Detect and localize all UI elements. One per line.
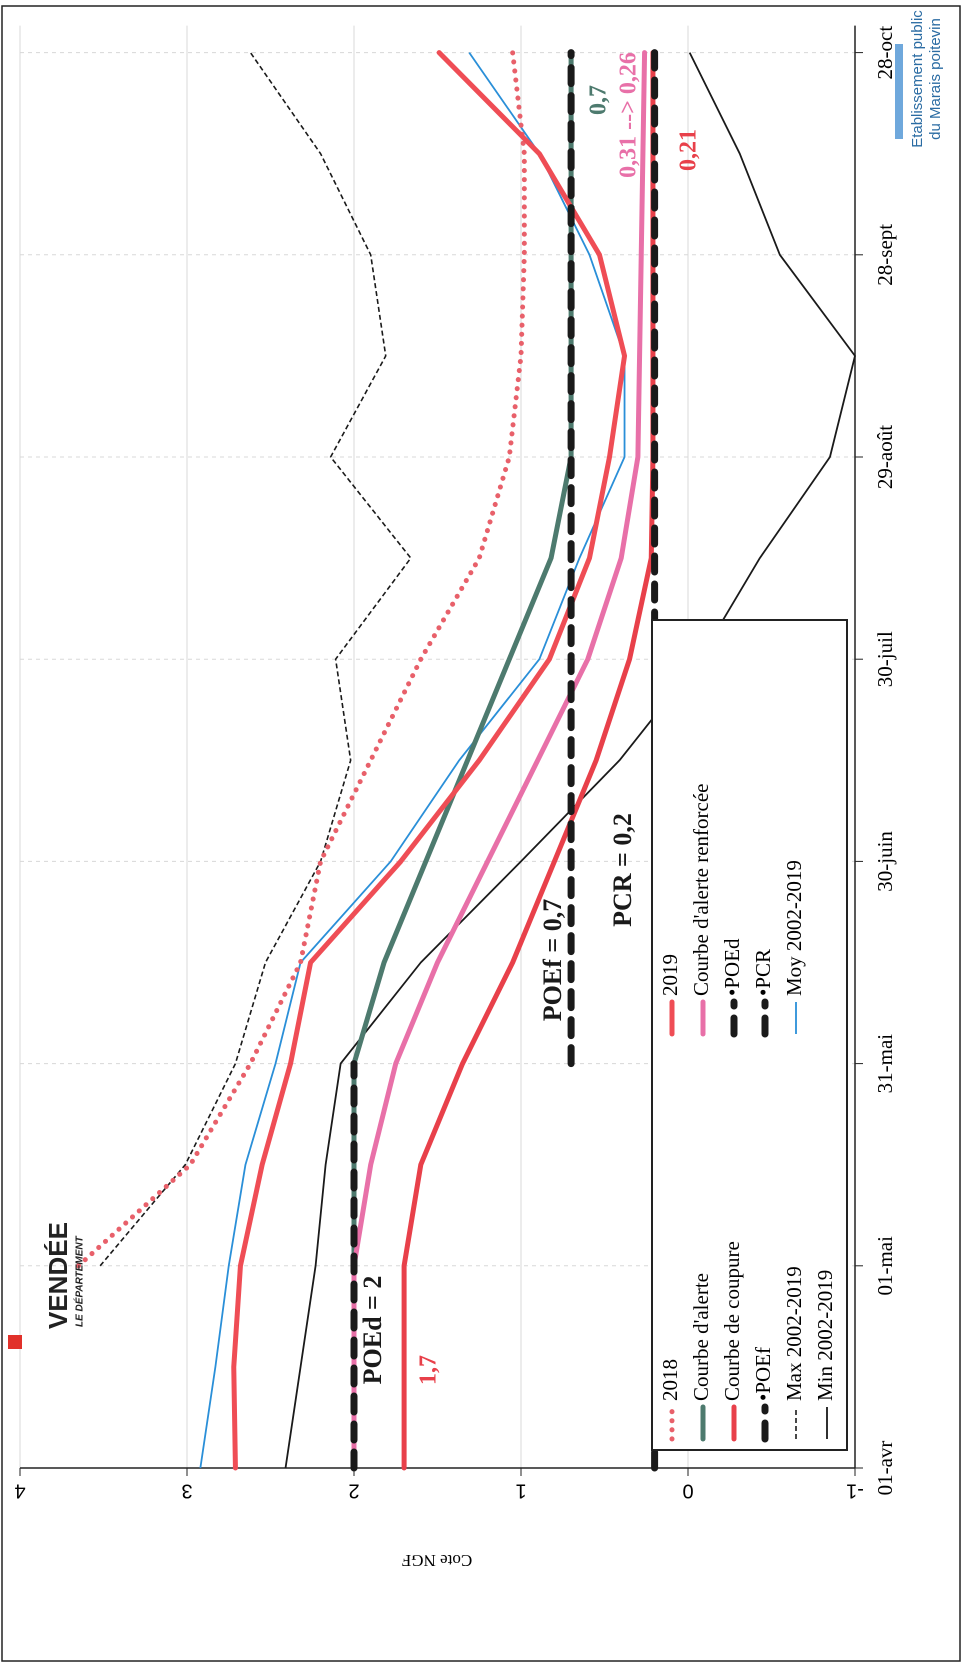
x-tick-label: 29-août	[873, 425, 897, 489]
annotation: 0,21	[676, 129, 702, 171]
logo-epmp	[895, 44, 903, 139]
brand-epmp: du Marais poitevin	[927, 18, 944, 140]
legend-label: Max 2002-2019	[782, 1266, 806, 1401]
x-tick-label: 30-juil	[873, 631, 897, 687]
frame	[1, 5, 961, 1662]
x-tick-label: 01-mai	[873, 1236, 897, 1296]
annotation: 0,31 --> 0,26	[616, 52, 642, 178]
legend-label: Courbe de coupure	[720, 1241, 744, 1401]
legend-label: •POEf	[751, 1347, 775, 1401]
brand-vendee: VENDÉE	[43, 1222, 73, 1329]
legend-label: Min 2002-2019	[813, 1270, 837, 1401]
series-line	[75, 50, 527, 1269]
x-tick-label: 28-oct	[873, 26, 897, 80]
brand-epmp: Etablissement public	[909, 10, 926, 148]
annotation: 0,7	[586, 85, 612, 115]
legend-label: •PCR	[751, 949, 775, 996]
x-tick-label: 31-mai	[873, 1034, 897, 1094]
series-line	[199, 52, 626, 1469]
y-axis-label: Cote NGF	[402, 1551, 472, 1570]
series-line	[99, 52, 412, 1267]
y-tick-label: 3	[181, 1480, 192, 1502]
series-line	[231, 50, 628, 1471]
logo-icon	[8, 1335, 22, 1349]
legend-label: Courbe d'alerte	[689, 1273, 713, 1401]
annotation: POEf = 0,7	[538, 899, 567, 1021]
brand-vendee-sub: LE DÉPARTEMENT	[73, 1235, 86, 1327]
legend-label: Courbe d'alerte renforcée	[689, 784, 713, 997]
legend-label: Moy 2002-2019	[782, 860, 806, 996]
x-tick-label: 30-juin	[873, 831, 897, 892]
annotation: 1,7	[416, 1355, 442, 1385]
annotation: PCR = 0,2	[608, 813, 637, 927]
y-tick-label: 0	[682, 1480, 693, 1502]
series-line	[401, 50, 656, 1471]
y-tick-label: 1	[515, 1480, 526, 1502]
series-line	[284, 52, 856, 1469]
y-tick-label: 2	[348, 1480, 359, 1502]
annotation: POEd = 2	[358, 1276, 387, 1385]
y-tick-label: 4	[14, 1480, 25, 1502]
legend: 2018 Courbe d'alerte Courbe de coupure •POE…	[651, 619, 848, 1451]
series-line	[351, 50, 648, 1471]
legend-label: 2019	[658, 954, 682, 996]
legend-label: 2018	[658, 1359, 682, 1401]
x-tick-label: 28-sept	[873, 224, 897, 286]
legend-box	[651, 619, 848, 1451]
y-tick-label: -1	[846, 1480, 864, 1502]
legend-label: •POEd	[720, 938, 744, 996]
x-tick-label: 01-avr	[873, 1441, 897, 1496]
